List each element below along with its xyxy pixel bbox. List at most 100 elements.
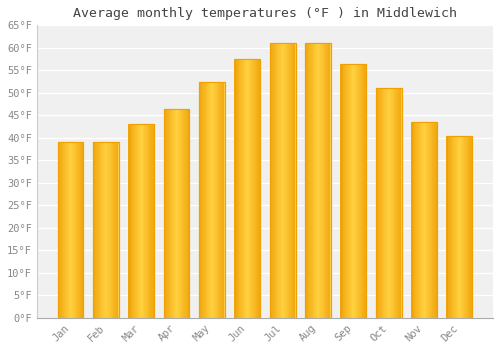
Bar bbox=[218, 82, 220, 318]
Bar bbox=[215, 82, 216, 318]
Bar bbox=[288, 43, 289, 318]
Bar bbox=[358, 64, 359, 318]
Bar bbox=[80, 142, 82, 318]
Bar bbox=[350, 64, 352, 318]
Bar bbox=[240, 59, 241, 318]
Bar bbox=[429, 122, 430, 318]
Bar bbox=[164, 108, 190, 318]
Bar bbox=[432, 122, 433, 318]
Bar bbox=[99, 142, 100, 318]
Bar bbox=[365, 64, 366, 318]
Bar bbox=[346, 64, 347, 318]
Bar bbox=[275, 43, 276, 318]
Bar bbox=[352, 64, 353, 318]
Bar bbox=[289, 43, 290, 318]
Bar bbox=[138, 124, 140, 318]
Bar bbox=[109, 142, 110, 318]
Bar bbox=[204, 82, 205, 318]
Bar bbox=[324, 43, 326, 318]
Bar bbox=[134, 124, 135, 318]
Bar bbox=[312, 43, 314, 318]
Bar bbox=[456, 135, 458, 318]
Bar bbox=[145, 124, 146, 318]
Bar bbox=[430, 122, 432, 318]
Bar bbox=[416, 122, 417, 318]
Bar bbox=[173, 108, 174, 318]
Bar bbox=[435, 122, 436, 318]
Bar bbox=[326, 43, 327, 318]
Bar bbox=[446, 135, 448, 318]
Bar bbox=[96, 142, 97, 318]
Bar bbox=[412, 122, 413, 318]
Bar bbox=[247, 59, 248, 318]
Bar bbox=[450, 135, 452, 318]
Bar bbox=[328, 43, 329, 318]
Bar bbox=[340, 64, 341, 318]
Title: Average monthly temperatures (°F ) in Middlewich: Average monthly temperatures (°F ) in Mi… bbox=[73, 7, 457, 20]
Bar bbox=[183, 108, 184, 318]
Bar bbox=[93, 142, 94, 318]
Bar bbox=[413, 122, 414, 318]
Bar bbox=[305, 43, 306, 318]
Bar bbox=[236, 59, 237, 318]
Bar bbox=[74, 142, 76, 318]
Bar bbox=[70, 142, 71, 318]
Bar bbox=[397, 88, 398, 318]
Bar bbox=[97, 142, 98, 318]
Bar bbox=[394, 88, 395, 318]
Bar bbox=[242, 59, 243, 318]
Bar bbox=[146, 124, 147, 318]
Bar bbox=[94, 142, 119, 318]
Bar bbox=[210, 82, 211, 318]
Bar bbox=[234, 59, 260, 318]
Bar bbox=[65, 142, 66, 318]
Bar bbox=[342, 64, 343, 318]
Bar bbox=[386, 88, 387, 318]
Bar bbox=[248, 59, 250, 318]
Bar bbox=[385, 88, 386, 318]
Bar bbox=[459, 135, 460, 318]
Bar bbox=[323, 43, 324, 318]
Bar bbox=[376, 88, 402, 318]
Bar bbox=[105, 142, 106, 318]
Bar bbox=[343, 64, 344, 318]
Bar bbox=[72, 142, 73, 318]
Bar bbox=[378, 88, 379, 318]
Bar bbox=[77, 142, 78, 318]
Bar bbox=[294, 43, 295, 318]
Bar bbox=[234, 59, 260, 318]
Bar bbox=[382, 88, 384, 318]
Bar bbox=[392, 88, 394, 318]
Bar bbox=[114, 142, 115, 318]
Bar bbox=[390, 88, 391, 318]
Bar bbox=[130, 124, 131, 318]
Bar bbox=[316, 43, 317, 318]
Bar bbox=[306, 43, 331, 318]
Bar bbox=[273, 43, 274, 318]
Bar bbox=[471, 135, 472, 318]
Bar bbox=[412, 122, 437, 318]
Bar bbox=[238, 59, 240, 318]
Bar bbox=[449, 135, 450, 318]
Bar bbox=[426, 122, 427, 318]
Bar bbox=[292, 43, 294, 318]
Bar bbox=[317, 43, 318, 318]
Bar bbox=[359, 64, 360, 318]
Bar bbox=[306, 43, 331, 318]
Bar bbox=[168, 108, 170, 318]
Bar bbox=[360, 64, 362, 318]
Bar bbox=[110, 142, 112, 318]
Bar bbox=[464, 135, 465, 318]
Bar bbox=[396, 88, 397, 318]
Bar bbox=[64, 142, 65, 318]
Bar bbox=[253, 59, 254, 318]
Bar bbox=[170, 108, 171, 318]
Bar bbox=[214, 82, 215, 318]
Bar bbox=[131, 124, 132, 318]
Bar bbox=[349, 64, 350, 318]
Bar bbox=[381, 88, 382, 318]
Bar bbox=[384, 88, 385, 318]
Bar bbox=[200, 82, 202, 318]
Bar bbox=[206, 82, 208, 318]
Bar bbox=[279, 43, 280, 318]
